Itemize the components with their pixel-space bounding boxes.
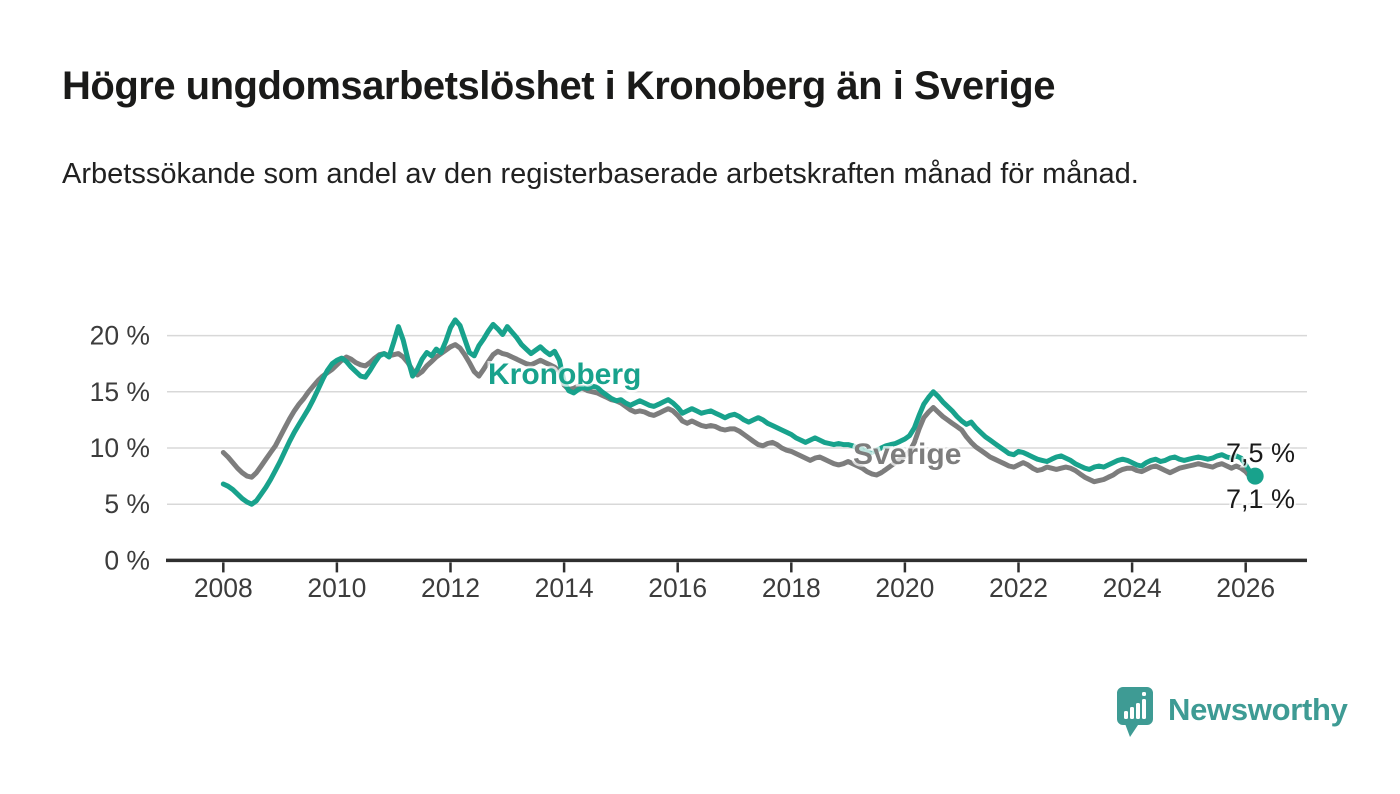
series-line-sverige	[220, 342, 1258, 485]
exclamation-dot	[1142, 692, 1146, 696]
newsworthy-bubble-icon	[1117, 687, 1153, 737]
x-axis-label-2012: 2012	[421, 573, 480, 603]
y-axis-label-15: 15 %	[90, 377, 150, 407]
newsworthy-logo: Newsworthy	[1116, 686, 1348, 738]
x-axis-label-2026: 2026	[1216, 573, 1275, 603]
speech-bubble-shape	[1117, 687, 1153, 737]
series-label-kronoberg: Kronoberg	[488, 358, 641, 391]
y-axis-label-10: 10 %	[90, 433, 150, 463]
page-subtitle: Arbetssökande som andel av den registerb…	[62, 158, 1139, 190]
y-axis-label-20: 20 %	[90, 321, 150, 351]
page-title: Högre ungdomsarbetslöshet i Kronoberg än…	[62, 64, 1055, 108]
bar-large	[1136, 703, 1140, 719]
x-axis-label-2018: 2018	[762, 573, 821, 603]
series-end-dot-kronoberg	[1246, 467, 1264, 485]
y-axis-label-5: 5 %	[104, 489, 150, 519]
x-axis-label-2014: 2014	[535, 573, 594, 603]
x-axis-label-2016: 2016	[648, 573, 707, 603]
end-value-label-kronoberg: 7,5 %	[1226, 438, 1295, 468]
series-line-kronoberg	[220, 317, 1258, 507]
exclamation-bar	[1142, 699, 1146, 719]
end-value-label-sverige: 7,1 %	[1226, 484, 1295, 514]
y-axis-label-0: 0 %	[104, 545, 150, 575]
bar-small	[1124, 711, 1128, 719]
series-label-sverige: Sverige	[853, 438, 961, 471]
x-axis-label-2020: 2020	[875, 573, 934, 603]
x-axis-label-2022: 2022	[989, 573, 1048, 603]
newsworthy-wordmark: Newsworthy	[1168, 692, 1348, 727]
x-axis-label-2024: 2024	[1103, 573, 1162, 603]
x-axis-label-2008: 2008	[194, 573, 253, 603]
x-axis-label-2010: 2010	[307, 573, 366, 603]
bar-medium	[1130, 707, 1134, 719]
